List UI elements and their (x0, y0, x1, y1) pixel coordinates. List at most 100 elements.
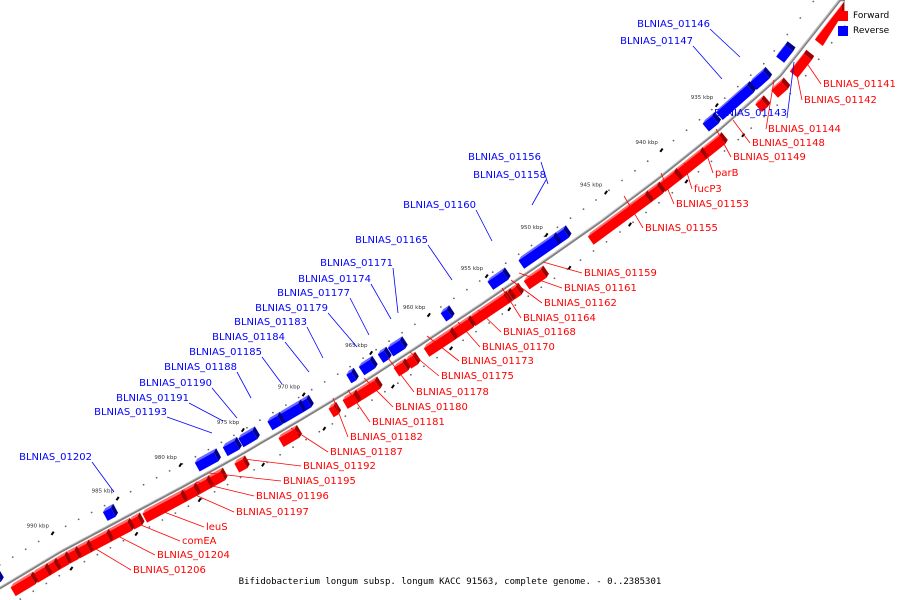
label-blnias-01191[interactable]: BLNIAS_01191 (116, 393, 189, 404)
label-blnias-01192[interactable]: BLNIAS_01192 (303, 461, 376, 472)
leader-line (370, 283, 392, 320)
leader-line (387, 357, 415, 393)
forward-gene-26-top (142, 489, 183, 514)
reverse-gene-15[interactable] (267, 411, 285, 431)
forward-gene-35[interactable] (10, 571, 39, 597)
label-blnias-01141[interactable]: BLNIAS_01141 (823, 79, 896, 90)
label-blnias-01143[interactable]: BLNIAS_01143 (714, 108, 787, 119)
minor-tick-dot (318, 430, 321, 433)
reverse-gene-3-side (747, 81, 757, 93)
forward-gene-16-face (405, 355, 419, 369)
reverse-gene-10[interactable] (377, 346, 392, 363)
reverse-gene-12[interactable] (346, 367, 359, 384)
label-blnias-01146[interactable]: BLNIAS_01146 (637, 19, 710, 30)
forward-gene-10[interactable] (523, 265, 549, 290)
label-blnias-01164[interactable]: BLNIAS_01164 (523, 313, 596, 324)
label-blnias-01188[interactable]: BLNIAS_01188 (164, 362, 237, 373)
forward-gene-7[interactable] (659, 168, 683, 192)
reverse-gene-6[interactable] (518, 232, 562, 269)
leader-line (183, 489, 235, 513)
label-blnias-01142[interactable]: BLNIAS_01142 (804, 95, 877, 106)
label-blnias-01182[interactable]: BLNIAS_01182 (350, 432, 423, 443)
minor-tick-dot (723, 97, 726, 99)
label-blnias-01174[interactable]: BLNIAS_01174 (298, 274, 371, 285)
label-blnias-01171[interactable]: BLNIAS_01171 (320, 258, 393, 269)
forward-gene-32-side (64, 551, 72, 565)
label-blnias-01181[interactable]: BLNIAS_01181 (372, 417, 445, 428)
label-blnias-01180[interactable]: BLNIAS_01180 (395, 402, 468, 413)
label-blnias-01173[interactable]: BLNIAS_01173 (461, 356, 534, 367)
label-blnias-01175[interactable]: BLNIAS_01175 (441, 371, 514, 382)
reverse-gene-18[interactable] (194, 448, 221, 472)
label-blnias-01204[interactable]: BLNIAS_01204 (157, 550, 230, 561)
forward-gene-4[interactable] (755, 95, 771, 112)
label-blnias-01162[interactable]: BLNIAS_01162 (544, 298, 617, 309)
reverse-gene-19[interactable] (102, 503, 118, 521)
label-blnias-01195[interactable]: BLNIAS_01195 (283, 476, 356, 487)
label-blnias-01153[interactable]: BLNIAS_01153 (676, 199, 749, 210)
reverse-gene-9[interactable] (387, 336, 408, 357)
reverse-gene-11[interactable] (358, 355, 378, 376)
forward-gene-19-side (353, 389, 362, 403)
label-blnias-01193[interactable]: BLNIAS_01193 (94, 407, 167, 418)
reverse-gene-2[interactable] (750, 66, 773, 90)
forward-gene-15[interactable] (423, 327, 458, 357)
label-blnias-01206[interactable]: BLNIAS_01206 (133, 565, 206, 576)
reverse-gene-4[interactable] (702, 112, 722, 132)
forward-gene-9-top (587, 190, 648, 237)
label-blnias-01178[interactable]: BLNIAS_01178 (416, 387, 489, 398)
forward-gene-11[interactable] (508, 282, 524, 300)
forward-gene-6[interactable] (673, 147, 709, 181)
forward-gene-26[interactable] (142, 489, 188, 523)
reverse-gene-17[interactable] (222, 436, 242, 457)
label-blnias-01147[interactable]: BLNIAS_01147 (620, 36, 693, 47)
label-blnias-01196[interactable]: BLNIAS_01196 (256, 491, 329, 502)
label-blnias-01168[interactable]: BLNIAS_01168 (503, 327, 576, 338)
forward-gene-6-top (673, 147, 703, 173)
reverse-gene-20[interactable] (0, 569, 4, 584)
label-blnias-01185[interactable]: BLNIAS_01185 (189, 347, 262, 358)
reverse-gene-15-top (267, 411, 280, 422)
reverse-gene-13-side (306, 394, 314, 408)
label-blnias-01202[interactable]: BLNIAS_01202 (19, 452, 92, 463)
label-blnias-01159[interactable]: BLNIAS_01159 (584, 268, 657, 279)
label-blnias-01170[interactable]: BLNIAS_01170 (482, 342, 555, 353)
reverse-gene-7[interactable] (487, 267, 511, 290)
label-comea[interactable]: comEA (182, 536, 217, 547)
forward-gene-22[interactable] (234, 455, 250, 473)
forward-gene-21[interactable] (278, 425, 303, 447)
label-leus[interactable]: leuS (206, 522, 228, 533)
label-blnias-01144[interactable]: BLNIAS_01144 (768, 124, 841, 135)
label-blnias-01161[interactable]: BLNIAS_01161 (564, 283, 637, 294)
forward-gene-10-top (523, 265, 544, 282)
label-blnias-01156[interactable]: BLNIAS_01156 (468, 152, 541, 163)
reverse-gene-16[interactable] (238, 426, 260, 448)
reverse-gene-8[interactable] (440, 305, 455, 322)
forward-gene-9[interactable] (587, 190, 654, 245)
forward-gene-3[interactable] (771, 77, 791, 98)
label-blnias-01190[interactable]: BLNIAS_01190 (139, 378, 212, 389)
label-fucp3[interactable]: fucP3 (694, 184, 722, 195)
reverse-gene-3[interactable] (716, 81, 757, 120)
label-blnias-01148[interactable]: BLNIAS_01148 (752, 138, 825, 149)
label-blnias-01155[interactable]: BLNIAS_01155 (645, 223, 718, 234)
label-blnias-01165[interactable]: BLNIAS_01165 (355, 235, 428, 246)
label-blnias-01184[interactable]: BLNIAS_01184 (212, 332, 285, 343)
reverse-gene-14[interactable] (278, 399, 306, 424)
leader-line (715, 128, 732, 158)
label-blnias-01160[interactable]: BLNIAS_01160 (403, 200, 476, 211)
label-blnias-01149[interactable]: BLNIAS_01149 (733, 152, 806, 163)
leader-line (704, 148, 714, 174)
label-blnias-01177[interactable]: BLNIAS_01177 (277, 288, 350, 299)
leader-line (91, 461, 115, 493)
label-blnias-01158[interactable]: BLNIAS_01158 (473, 170, 546, 181)
forward-gene-2[interactable] (789, 49, 815, 78)
forward-gene-19[interactable] (342, 389, 362, 409)
label-blnias-01183[interactable]: BLNIAS_01183 (234, 317, 307, 328)
label-blnias-01187[interactable]: BLNIAS_01187 (330, 447, 403, 458)
label-blnias-01197[interactable]: BLNIAS_01197 (236, 507, 309, 518)
label-parb[interactable]: parB (715, 168, 739, 179)
forward-gene-17[interactable] (393, 358, 411, 377)
label-blnias-01179[interactable]: BLNIAS_01179 (255, 303, 328, 314)
reverse-gene-1[interactable] (776, 41, 796, 63)
